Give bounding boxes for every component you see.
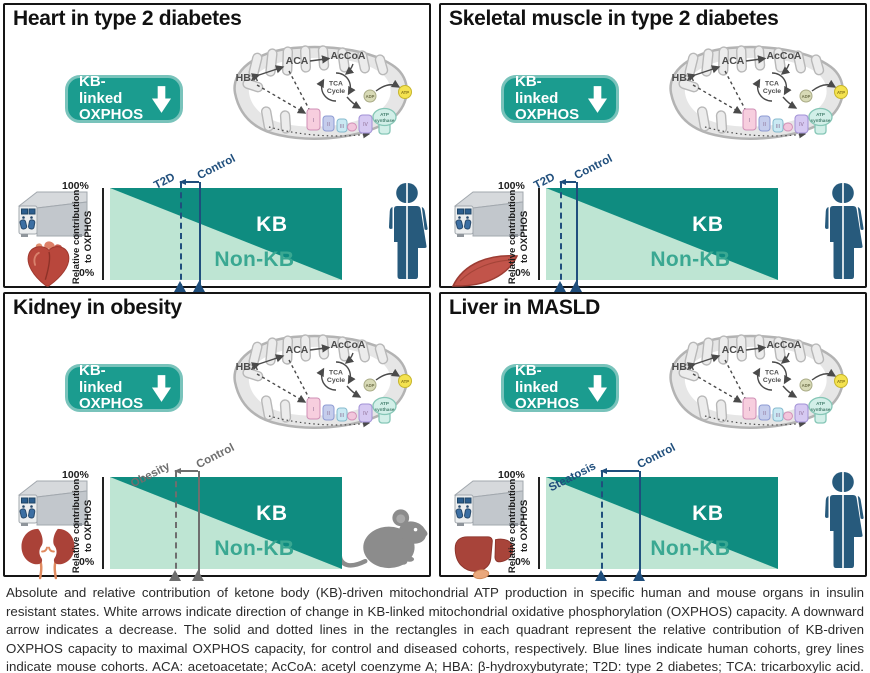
control-line: [198, 471, 201, 579]
kb-region-label: KB: [692, 212, 724, 236]
kb-oxphos-badge: KB-linked OXPHOS: [501, 361, 619, 413]
down-arrow-icon: [151, 374, 172, 402]
disease-line: [600, 471, 603, 579]
y-max-tick: 100%: [62, 180, 89, 192]
kb-region-label: KB: [692, 501, 724, 525]
quadrant-liver: Liver in MASLD KB-linked OXPHOS 100% 0% R…: [439, 292, 867, 581]
shift-arrow-icon: [173, 467, 199, 474]
liver-icon: [454, 536, 514, 580]
human-icon: [825, 472, 864, 568]
oxphos-contribution-chart: KB Non-KB T2D Control: [532, 153, 778, 292]
disease-marker-icon: [168, 570, 181, 581]
control-marker-icon: [193, 281, 206, 292]
oxphos-contribution-chart: KB Non-KB Steatosis Control: [546, 442, 778, 581]
control-line-label: Control: [194, 441, 237, 471]
disease-line-label: T2D: [532, 171, 557, 192]
y-min-tick: 0%: [79, 556, 95, 568]
human-icon: [825, 183, 864, 279]
control-marker-icon: [192, 570, 205, 581]
y-min-tick: 0%: [515, 556, 531, 568]
muscle-icon: [451, 254, 519, 287]
badge-label: KB-linked OXPHOS: [79, 361, 144, 413]
control-line-label: Control: [195, 152, 238, 182]
y-max-tick: 100%: [498, 469, 525, 481]
y-axis-label: Relative contribution to OXPHOS: [71, 478, 94, 574]
kb-oxphos-badge: KB-linked OXPHOS: [65, 361, 183, 413]
quadrant-kidney: Kidney in obesity KB-linked OXPHOS 100% 0…: [3, 292, 431, 581]
non-kb-region-label: Non-KB: [214, 247, 295, 271]
oxphos-contribution-chart: KB Non-KB Obesity Control: [110, 442, 342, 581]
mitochondrion-illustration: [217, 39, 419, 143]
down-arrow-icon: [587, 85, 608, 113]
quadrant-skeletal-muscle: Skeletal muscle in type 2 diabetes KB-li…: [439, 3, 867, 292]
human-icon: [389, 183, 428, 279]
y-max-tick: 100%: [62, 469, 89, 481]
kb-oxphos-badge: KB-linked OXPHOS: [65, 72, 183, 124]
non-kb-region-label: Non-KB: [650, 247, 731, 271]
control-marker-icon: [633, 570, 646, 581]
down-arrow-icon: [151, 85, 172, 113]
heart-icon: [27, 241, 70, 287]
mitochondrion-illustration: [653, 39, 855, 143]
mouse-icon: [337, 502, 429, 573]
y-max-tick: 100%: [498, 180, 525, 192]
control-line-label: Control: [636, 441, 678, 471]
disease-marker-icon: [594, 570, 607, 581]
figure-caption: Absolute and relative contribution of ke…: [6, 585, 864, 673]
control-marker-icon: [570, 281, 583, 292]
disease-line: [174, 471, 177, 579]
non-kb-region-label: Non-KB: [650, 536, 731, 560]
badge-label: KB-linked OXPHOS: [515, 361, 580, 413]
y-axis-label: Relative contribution to OXPHOS: [71, 189, 94, 285]
quadrant-title: Heart in type 2 diabetes: [13, 7, 242, 30]
quadrant-title: Kidney in obesity: [13, 296, 182, 319]
kb-oxphos-badge: KB-linked OXPHOS: [501, 72, 619, 124]
y-axis-label: Relative contribution to OXPHOS: [507, 478, 530, 574]
y-axis-line: [538, 188, 540, 280]
disease-line-label: T2D: [151, 171, 177, 192]
disease-marker-icon: [173, 281, 186, 292]
y-axis-label: Relative contribution to OXPHOS: [507, 189, 530, 285]
control-line: [576, 182, 579, 290]
y-min-tick: 0%: [79, 267, 95, 279]
mitochondrion-illustration: [217, 328, 419, 432]
down-arrow-icon: [587, 374, 608, 402]
disease-marker-icon: [553, 281, 566, 292]
kidney-icon: [21, 528, 75, 580]
y-axis-line: [102, 477, 104, 569]
control-line-label: Control: [572, 152, 615, 182]
badge-label: KB-linked OXPHOS: [515, 72, 580, 124]
mitochondrion-illustration: [653, 328, 855, 432]
y-axis-line: [102, 188, 104, 280]
quadrant-title: Skeletal muscle in type 2 diabetes: [449, 7, 779, 30]
y-axis-line: [538, 477, 540, 569]
disease-line: [559, 182, 562, 290]
quadrant-heart: Heart in type 2 diabetes KB-linked OXPHOS…: [3, 3, 431, 292]
disease-line-label: Steatosis: [546, 460, 598, 495]
oxphos-contribution-chart: KB Non-KB T2D Control: [110, 153, 342, 292]
shift-arrow-icon: [558, 178, 577, 185]
shift-arrow-icon: [178, 178, 200, 185]
disease-line: [179, 182, 182, 290]
y-min-tick: 0%: [515, 267, 531, 279]
non-kb-region-label: Non-KB: [214, 536, 295, 560]
disease-line-label: Obesity: [128, 460, 172, 491]
badge-label: KB-linked OXPHOS: [79, 72, 144, 124]
shift-arrow-icon: [599, 467, 640, 474]
kb-region-label: KB: [256, 212, 288, 236]
kb-region-label: KB: [256, 501, 288, 525]
control-line: [199, 182, 202, 290]
quadrant-title: Liver in MASLD: [449, 296, 600, 319]
control-line: [639, 471, 642, 579]
